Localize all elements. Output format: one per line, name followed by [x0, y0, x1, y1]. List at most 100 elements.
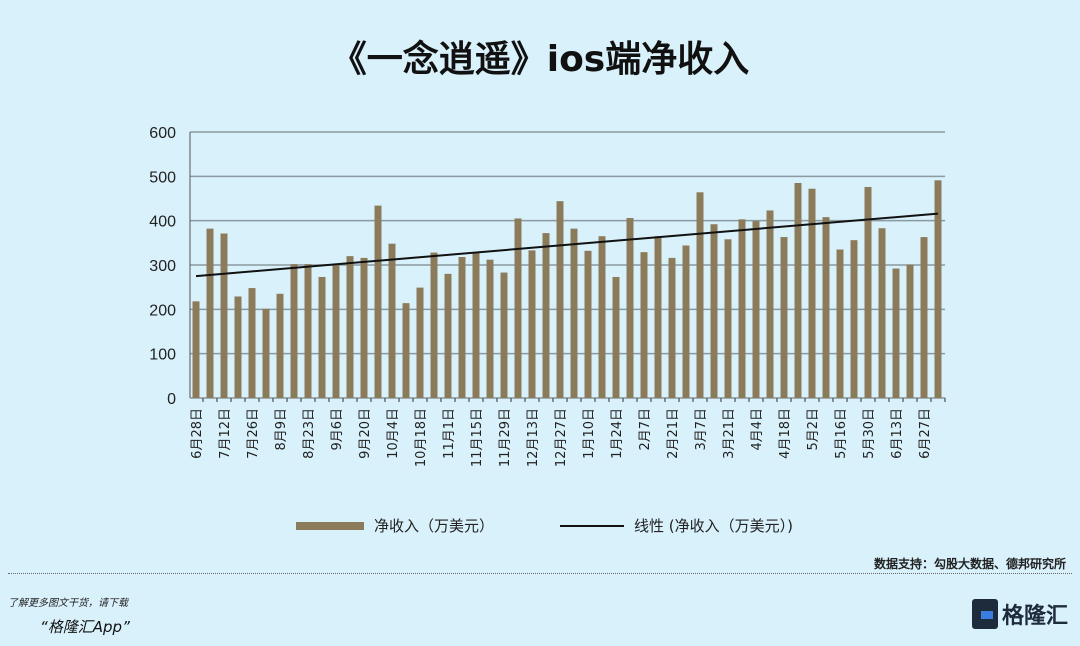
logo-icon — [971, 599, 998, 629]
bar — [542, 233, 550, 398]
x-tick-label: 6月28日 — [190, 408, 205, 459]
x-tick-label: 7月26日 — [246, 408, 261, 459]
source-note: 数据支持：勾股大数据、德邦研究所 — [873, 557, 1066, 571]
bar — [934, 180, 942, 398]
bar — [472, 253, 480, 398]
y-tick-label: 200 — [149, 302, 176, 319]
logo-text: 格隆汇 — [1001, 604, 1068, 629]
bar — [850, 240, 858, 398]
x-tick-label: 1月24日 — [610, 408, 625, 459]
bar — [668, 257, 676, 398]
legend-bar: 净收入（万美元） — [296, 515, 494, 536]
x-tick-label: 6月27日 — [918, 408, 933, 459]
x-tick-label: 3月21日 — [722, 408, 737, 459]
x-tick-label: 9月20日 — [358, 408, 373, 459]
bar — [360, 257, 368, 398]
bar — [458, 257, 466, 398]
x-tick-label: 5月30日 — [862, 408, 877, 459]
bar — [234, 296, 242, 398]
y-tick-label: 500 — [149, 169, 176, 186]
trendline — [195, 212, 939, 278]
bar — [304, 264, 312, 398]
bar — [332, 265, 340, 398]
bar — [626, 218, 634, 398]
bar — [528, 250, 536, 398]
bar — [402, 303, 410, 398]
bar — [640, 252, 648, 398]
x-tick-label: 2月7日 — [638, 408, 653, 451]
bar — [654, 236, 662, 398]
x-tick-label: 11月29日 — [498, 408, 513, 467]
bar — [822, 217, 830, 398]
bar — [514, 218, 522, 398]
y-tick-label: 400 — [149, 214, 176, 231]
bar — [878, 228, 886, 398]
bar — [780, 237, 788, 398]
x-tick-label: 10月18日 — [414, 408, 429, 467]
y-tick-label: 600 — [149, 125, 176, 142]
bar — [388, 243, 396, 398]
bar — [346, 256, 354, 398]
x-tick-label: 11月15日 — [470, 408, 485, 467]
x-tick-label: 10月4日 — [386, 408, 401, 459]
bar — [710, 224, 718, 398]
bar — [318, 276, 326, 398]
bar — [206, 228, 214, 398]
x-tick-label: 6月13日 — [890, 408, 905, 459]
x-tick-label: 12月27日 — [554, 408, 569, 467]
legend-trend-swatch — [560, 524, 624, 527]
legend-trend-label: 线性 (净收入（万美元）) — [634, 517, 793, 535]
y-tick-label: 100 — [149, 347, 176, 364]
bar — [430, 252, 438, 398]
chart-title: 《一念逍遥》ios端净收入 — [330, 39, 750, 80]
x-tick-label: 5月2日 — [806, 408, 821, 451]
legend-bar-label: 净收入（万美元） — [374, 517, 495, 535]
y-tick-label: 0 — [167, 391, 176, 408]
bar — [416, 287, 424, 398]
bar — [612, 276, 620, 398]
bar — [570, 228, 578, 398]
bar — [682, 245, 690, 398]
x-tick-label: 3月7日 — [694, 408, 709, 451]
logo: 格隆汇 — [971, 598, 1068, 630]
bar — [262, 308, 270, 398]
bar — [248, 288, 256, 398]
x-tick-label: 1月10日 — [582, 408, 597, 459]
bar — [276, 293, 284, 398]
bar — [920, 237, 928, 398]
legend-bar-swatch — [296, 521, 364, 530]
y-tick-label: 300 — [149, 258, 176, 275]
legend-trend: 线性 (净收入（万美元）) — [560, 515, 793, 536]
bar — [724, 239, 732, 398]
bar — [556, 201, 564, 398]
footer-app: “格隆汇App” — [40, 618, 130, 636]
bar — [766, 210, 774, 398]
bar — [290, 264, 298, 398]
bar — [808, 188, 816, 398]
bar — [220, 233, 228, 398]
bar — [906, 264, 914, 398]
x-tick-label: 12月13日 — [526, 408, 541, 467]
bar — [794, 182, 802, 398]
bar — [696, 192, 704, 398]
bar — [486, 259, 494, 398]
x-tick-label: 11月1日 — [442, 408, 457, 459]
bar — [584, 250, 592, 398]
bar — [192, 301, 200, 398]
bar — [864, 186, 872, 398]
footer-text: 了解更多图文干货，请下载 — [8, 598, 128, 609]
bar — [500, 272, 508, 398]
x-tick-label: 2月21日 — [666, 408, 681, 459]
x-tick-label: 4月18日 — [778, 408, 793, 459]
x-tick-label: 9月6日 — [330, 408, 345, 451]
x-tick-label: 5月16日 — [834, 408, 849, 459]
bar — [836, 249, 844, 398]
bar — [444, 273, 452, 398]
x-tick-label: 8月9日 — [274, 408, 289, 451]
bar — [892, 268, 900, 398]
bar — [738, 219, 746, 398]
bar — [598, 236, 606, 398]
bar — [752, 221, 760, 398]
x-tick-label: 8月23日 — [302, 408, 317, 459]
